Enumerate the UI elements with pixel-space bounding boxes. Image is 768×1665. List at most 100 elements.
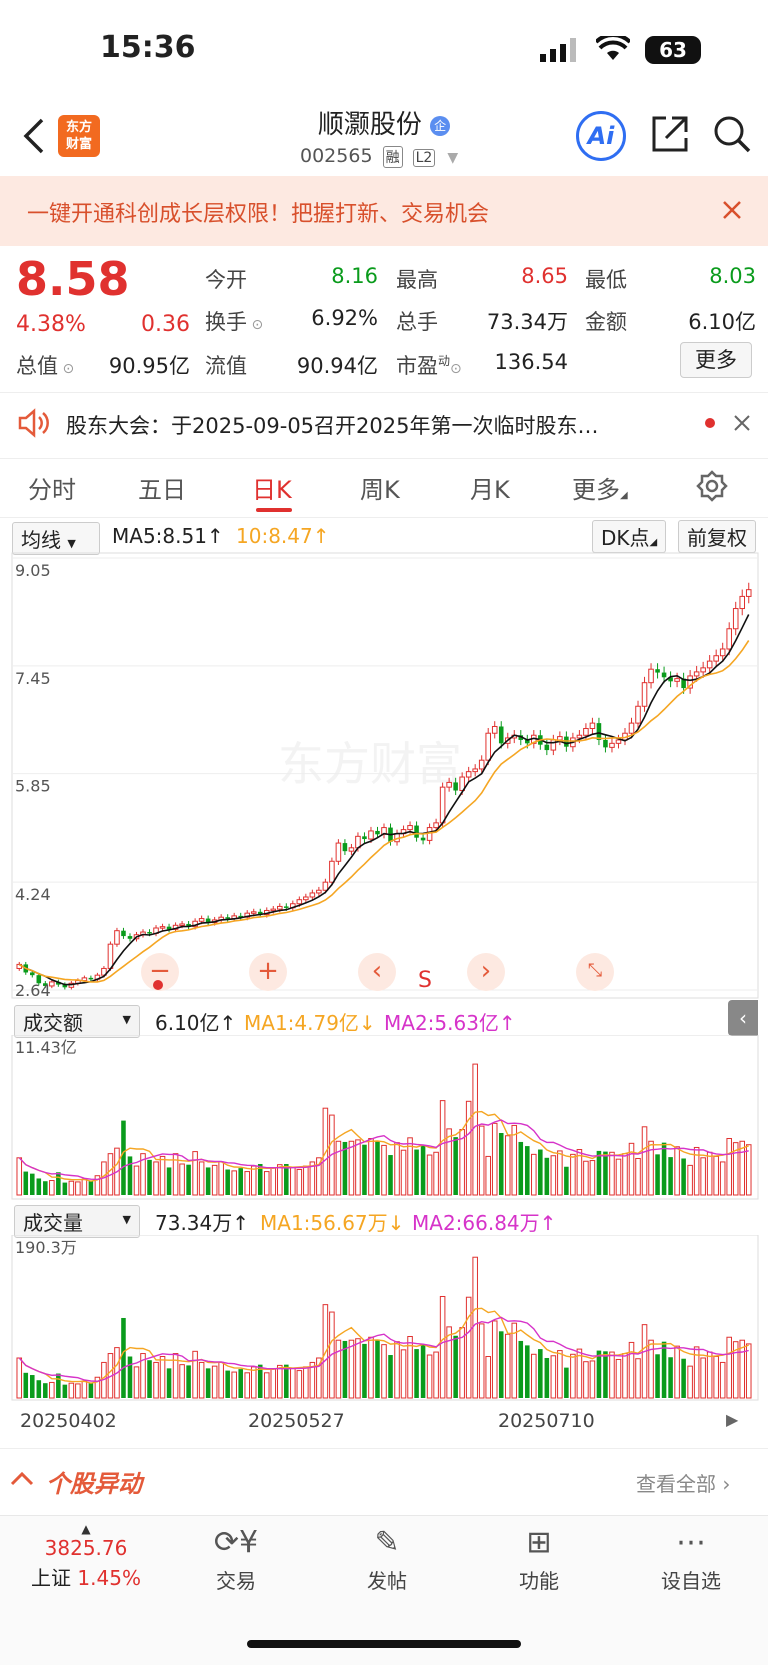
candle bbox=[43, 983, 48, 986]
tab-daily-k[interactable]: 日K bbox=[252, 476, 292, 504]
notice-text: 股东大会：于2025-09-05召开2025年第一次临时股东… bbox=[66, 414, 599, 438]
volume-bar bbox=[453, 1137, 458, 1195]
notice-bar[interactable] bbox=[0, 392, 768, 454]
amount-indicator-select[interactable]: 成交额 ▼ bbox=[14, 1005, 140, 1038]
more-button[interactable]: 更多 bbox=[680, 342, 752, 378]
candle bbox=[557, 736, 563, 741]
next-button[interactable]: › bbox=[467, 953, 505, 991]
volume-bar bbox=[446, 1326, 452, 1399]
volume-bar bbox=[400, 1349, 407, 1399]
volume-bar bbox=[583, 1361, 589, 1399]
nav-watchlist[interactable]: ⋯ 设自选 bbox=[646, 1525, 736, 1594]
caret-down-icon: ▼ bbox=[122, 1013, 131, 1026]
view-all-link[interactable]: 查看全部 › bbox=[636, 1472, 731, 1496]
index-widget[interactable]: ▲ 3825.76 上证 1.45% bbox=[16, 1522, 156, 1591]
y-tick-label: 9.05 bbox=[15, 561, 51, 580]
back-arrow-icon[interactable] bbox=[22, 118, 46, 154]
page-title: 顺灏股份 企 bbox=[0, 104, 768, 141]
volume-bar bbox=[700, 1157, 706, 1196]
info-icon[interactable]: ⊙ bbox=[247, 317, 264, 333]
logo-text-2: 财富 bbox=[65, 137, 92, 152]
volume-bar bbox=[531, 1153, 537, 1196]
share-icon[interactable] bbox=[650, 114, 690, 154]
nav-functions-label: 功能 bbox=[519, 1569, 559, 1593]
adjust-button[interactable]: 前复权 bbox=[678, 520, 756, 553]
low-value: 8.03 bbox=[709, 264, 756, 288]
amount-chart[interactable]: 11.43亿 bbox=[0, 1035, 768, 1200]
info-icon[interactable]: ⊙ bbox=[58, 361, 75, 377]
caret-down-icon: ▼ bbox=[122, 1213, 131, 1226]
volume-bar bbox=[583, 1160, 589, 1196]
tab-monthly-k[interactable]: 月K bbox=[470, 476, 510, 504]
volume-bar bbox=[550, 1355, 557, 1399]
nav-post-label: 发帖 bbox=[367, 1569, 407, 1593]
volume-bar bbox=[62, 1182, 68, 1195]
volume-bar bbox=[303, 1165, 309, 1196]
volume-bar bbox=[485, 1155, 491, 1196]
volume-bar bbox=[681, 1358, 686, 1398]
stock-movement-section[interactable] bbox=[0, 1448, 768, 1514]
nav-post[interactable]: ✎ 发帖 bbox=[342, 1525, 432, 1594]
ma-select[interactable]: 均线 ▼ bbox=[12, 522, 100, 555]
tab-weekly-k[interactable]: 周K bbox=[360, 476, 400, 504]
tab-intraday[interactable]: 分时 bbox=[28, 476, 76, 504]
close-icon[interactable] bbox=[733, 414, 751, 432]
volume-bar bbox=[700, 1357, 706, 1399]
volume-bar bbox=[355, 1139, 361, 1196]
volume-bar bbox=[557, 1150, 563, 1196]
tab-more-label: 更多 bbox=[572, 476, 620, 504]
volume-bar bbox=[628, 1341, 635, 1399]
volume-bar bbox=[498, 1331, 504, 1398]
volume-bar bbox=[348, 1339, 355, 1399]
volume-bar bbox=[615, 1158, 622, 1196]
market-cap-label: 总值 ⊙ bbox=[16, 350, 74, 380]
volume-bar bbox=[570, 1353, 576, 1399]
volume-max-label: 190.3万 bbox=[15, 1238, 77, 1257]
volume-bar bbox=[388, 1355, 393, 1398]
chevron-up-icon[interactable] bbox=[10, 1470, 34, 1486]
volume-bar bbox=[36, 1380, 42, 1398]
volume-bar bbox=[133, 1165, 140, 1196]
info-icon[interactable]: ⊙ bbox=[450, 361, 462, 377]
volume-bar bbox=[511, 1124, 518, 1196]
play-icon[interactable]: ▶ bbox=[726, 1410, 739, 1429]
zoom-out-button[interactable]: − bbox=[141, 953, 179, 991]
candle bbox=[681, 678, 686, 689]
candle bbox=[238, 915, 243, 918]
ai-button[interactable]: Ai bbox=[576, 111, 626, 161]
volume-bar bbox=[538, 1349, 543, 1398]
volume-bar bbox=[745, 1343, 752, 1399]
volume-bar bbox=[88, 1181, 94, 1195]
collapse-panel-button[interactable]: ‹ bbox=[728, 1000, 758, 1036]
volume-bar bbox=[342, 1141, 348, 1195]
dk-point-button[interactable]: DK点◢ bbox=[592, 520, 667, 553]
volume-bar bbox=[244, 1171, 251, 1196]
promo-banner[interactable] bbox=[0, 176, 768, 246]
gear-icon[interactable] bbox=[696, 470, 728, 502]
logo-text-1: 东方 bbox=[65, 120, 92, 135]
volume-bar bbox=[388, 1155, 393, 1195]
fullscreen-icon[interactable]: ⤡ bbox=[576, 953, 614, 991]
tab-five-day[interactable]: 五日 bbox=[138, 476, 186, 504]
prev-button[interactable]: ‹ bbox=[358, 953, 396, 991]
volume-chart[interactable]: 190.3万 bbox=[0, 1235, 768, 1405]
candle bbox=[739, 595, 746, 610]
candlestick-chart[interactable]: 东方财富 9.05 7.45 5.85 4.24 2.64 bbox=[0, 550, 768, 1000]
volume-bar bbox=[231, 1170, 237, 1196]
volume-bar bbox=[56, 1373, 61, 1398]
volume-bar bbox=[355, 1338, 361, 1399]
search-icon[interactable] bbox=[712, 114, 752, 154]
volume-bar bbox=[564, 1367, 569, 1398]
volume-indicator-select[interactable]: 成交量 ▼ bbox=[14, 1205, 140, 1238]
candle bbox=[225, 917, 230, 919]
candle bbox=[107, 943, 114, 969]
tab-more[interactable]: 更多◢ bbox=[572, 470, 628, 505]
ai-label: Ai bbox=[587, 122, 615, 150]
candle bbox=[615, 739, 622, 744]
market-cap-value: 90.95亿 bbox=[108, 354, 190, 378]
caret-down-icon[interactable]: ▼ bbox=[447, 150, 459, 166]
nav-trade[interactable]: ⟳¥ 交易 bbox=[191, 1525, 281, 1594]
nav-functions[interactable]: ⊞ 功能 bbox=[494, 1525, 584, 1594]
close-icon[interactable] bbox=[722, 200, 742, 220]
zoom-in-button[interactable]: + bbox=[249, 953, 287, 991]
